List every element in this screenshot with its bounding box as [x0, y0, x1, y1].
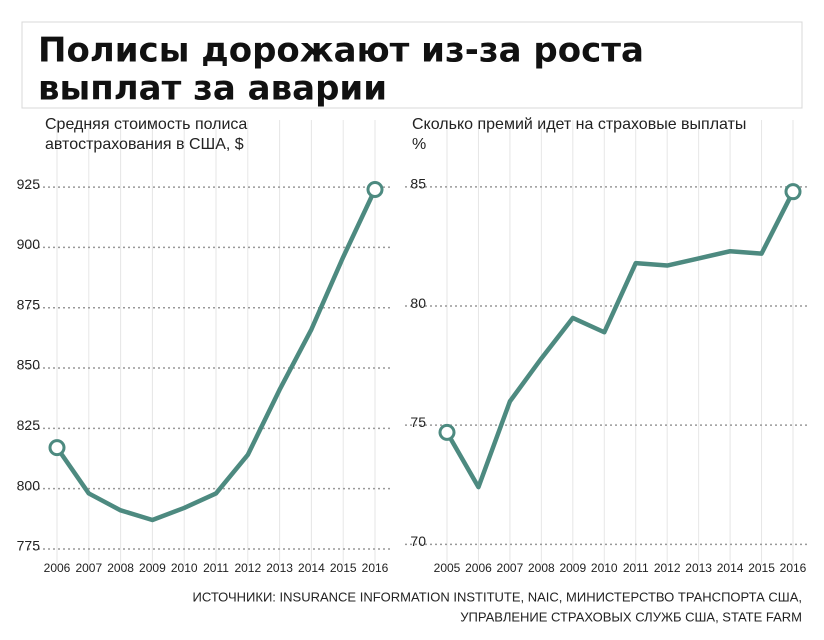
x-tick-label: 2006	[44, 561, 71, 575]
x-tick-label: 2011	[623, 561, 649, 575]
y-axis-label: %	[412, 136, 426, 153]
end-marker	[366, 180, 384, 198]
title-box	[21, 21, 803, 109]
x-tick-label: 2009	[139, 561, 166, 575]
y-tick-label: 800	[17, 477, 41, 493]
y-tick-label: 850	[17, 357, 41, 373]
data-line	[445, 190, 796, 490]
x-tick-label: 2012	[654, 561, 681, 575]
x-tick-label: 2007	[75, 561, 102, 575]
x-tick-label: 2005	[434, 561, 461, 575]
data-line	[55, 188, 378, 523]
y-tick-label: 900	[17, 236, 41, 252]
x-tick-label: 2007	[497, 561, 524, 575]
x-tick-label: 2010	[591, 561, 618, 575]
x-tick-label: 2016	[780, 561, 807, 575]
y-tick-label: 80	[410, 295, 426, 311]
end-marker	[784, 183, 802, 201]
x-tick-label: 2013	[685, 561, 712, 575]
x-tick-label: 2008	[107, 561, 134, 575]
x-tick-label: 2012	[234, 561, 261, 575]
y-tick-label: 775	[17, 538, 41, 554]
y-tick-label: 70	[410, 533, 426, 549]
chart-title: Сколько премий идет на страховые выплаты	[412, 116, 746, 133]
end-marker	[438, 423, 456, 441]
x-tick-label: 2006	[465, 561, 492, 575]
source-line: УПРАВЛЕНИЕ СТРАХОВЫХ СЛУЖБ США, STATE FA…	[460, 609, 802, 624]
x-tick-label: 2016	[362, 561, 389, 575]
chart-title: автострахования в США, $	[45, 136, 244, 153]
x-tick-label: 2015	[330, 561, 357, 575]
y-tick-label: 875	[17, 296, 41, 312]
y-tick-label: 85	[410, 176, 426, 192]
chart-title: Средняя стоимость полиса	[45, 116, 247, 133]
x-tick-label: 2008	[528, 561, 555, 575]
x-tick-label: 2010	[171, 561, 198, 575]
title-line: Полисы дорожают из-за роста	[38, 31, 644, 71]
source-line: ИСТОЧНИКИ: INSURANCE INFORMATION INSTITU…	[193, 589, 802, 604]
x-tick-label: 2014	[298, 561, 325, 575]
x-tick-label: 2015	[748, 561, 775, 575]
y-tick-label: 75	[410, 414, 426, 430]
title-line: выплат за аварии	[38, 69, 387, 109]
x-tick-label: 2014	[717, 561, 744, 575]
x-tick-label: 2013	[266, 561, 293, 575]
y-tick-label: 825	[17, 417, 41, 433]
y-tick-label: 925	[17, 176, 41, 192]
x-tick-label: 2009	[559, 561, 586, 575]
x-tick-label: 2011	[203, 561, 229, 575]
end-marker	[48, 439, 66, 457]
